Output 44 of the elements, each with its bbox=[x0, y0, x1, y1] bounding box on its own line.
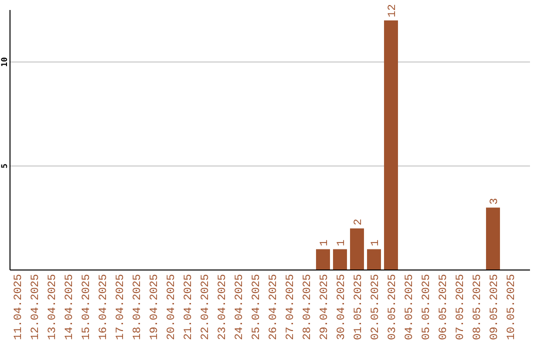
data-label: 2 bbox=[353, 218, 365, 226]
x-tick-label: 03.05.2025 bbox=[387, 274, 399, 340]
x-tick-label: 28.04.2025 bbox=[302, 274, 314, 340]
data-label: 12 bbox=[387, 4, 399, 18]
bar bbox=[486, 208, 500, 270]
x-tick-label: 07.05.2025 bbox=[455, 274, 467, 340]
x-tick-label: 26.04.2025 bbox=[268, 274, 280, 340]
data-label: 3 bbox=[489, 198, 501, 205]
bar bbox=[333, 249, 347, 270]
y-tick-label: 5 bbox=[0, 163, 9, 168]
y-tick-label: 10 bbox=[0, 57, 9, 67]
x-tick-label: 30.04.2025 bbox=[336, 274, 348, 340]
x-tick-label: 25.04.2025 bbox=[251, 274, 263, 340]
x-tick-label: 18.04.2025 bbox=[132, 274, 144, 340]
x-tick-label: 20.04.2025 bbox=[166, 274, 178, 340]
x-tick-label: 14.04.2025 bbox=[64, 274, 76, 340]
x-tick-label: 13.04.2025 bbox=[47, 274, 59, 340]
x-tick-label: 04.05.2025 bbox=[404, 274, 416, 340]
data-label: 1 bbox=[319, 239, 331, 246]
x-tick-label: 22.04.2025 bbox=[200, 274, 212, 340]
x-tick-label: 24.04.2025 bbox=[234, 274, 246, 340]
bar bbox=[350, 228, 364, 270]
data-label: 1 bbox=[336, 239, 348, 246]
x-tick-label: 27.04.2025 bbox=[285, 274, 297, 340]
x-tick-label: 23.04.2025 bbox=[217, 274, 229, 340]
x-tick-label: 01.05.2025 bbox=[353, 274, 365, 340]
x-tick-label: 12.04.2025 bbox=[30, 274, 42, 340]
x-tick-label: 10.05.2025 bbox=[506, 274, 518, 340]
x-tick-label: 29.04.2025 bbox=[319, 274, 331, 340]
x-tick-label: 16.04.2025 bbox=[98, 274, 110, 340]
x-tick-label: 06.05.2025 bbox=[438, 274, 450, 340]
x-tick-label: 15.04.2025 bbox=[81, 274, 93, 340]
bar bbox=[316, 249, 330, 270]
x-tick-label: 11.04.2025 bbox=[13, 274, 25, 340]
x-tick-label: 05.05.2025 bbox=[421, 274, 433, 340]
x-tick-label: 21.04.2025 bbox=[183, 274, 195, 340]
x-tick-label: 19.04.2025 bbox=[149, 274, 161, 340]
x-tick-label: 17.04.2025 bbox=[115, 274, 127, 340]
x-tick-label: 09.05.2025 bbox=[489, 274, 501, 340]
x-tick-label: 08.05.2025 bbox=[472, 274, 484, 340]
bar bbox=[384, 20, 398, 270]
data-label: 1 bbox=[370, 239, 382, 246]
bar bbox=[367, 249, 381, 270]
x-tick-label: 02.05.2025 bbox=[370, 274, 382, 340]
